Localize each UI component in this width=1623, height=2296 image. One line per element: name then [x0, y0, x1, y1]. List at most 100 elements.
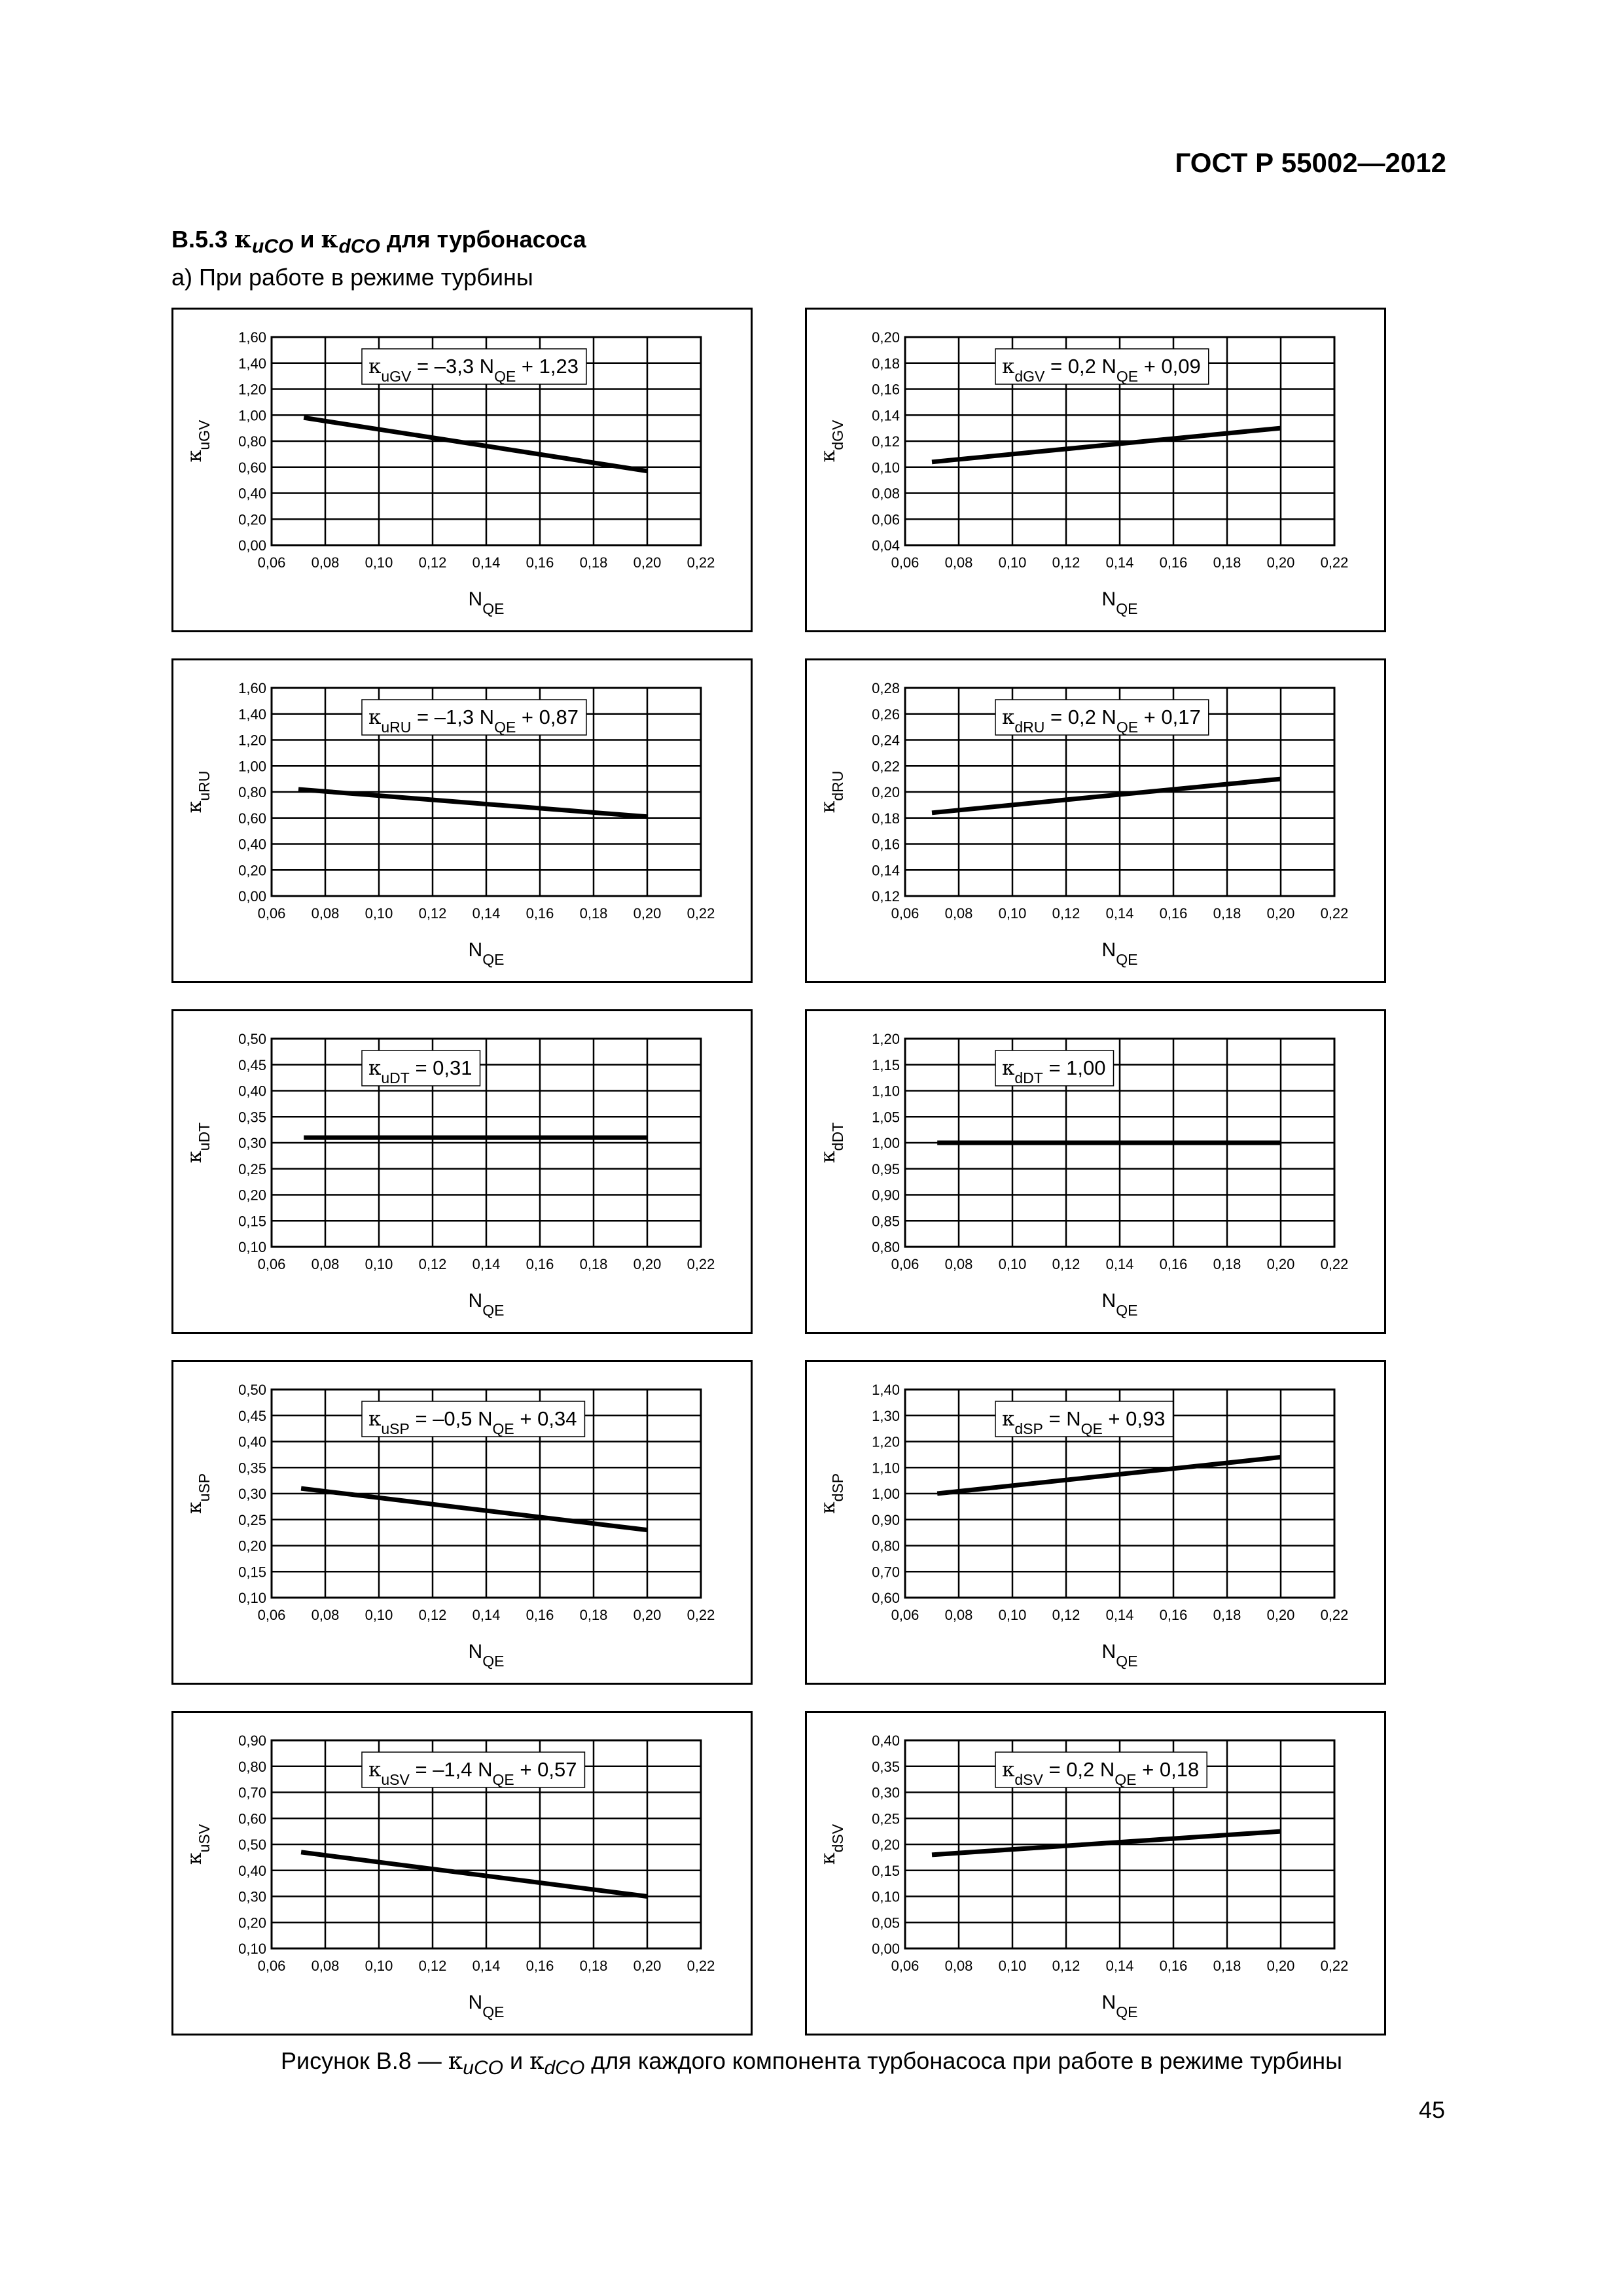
- x-tick-label: 0,14: [473, 1958, 501, 1974]
- y-tick-label: 0,22: [872, 758, 900, 774]
- plot-frame: [270, 687, 702, 897]
- y-tick-label: 1,60: [238, 680, 266, 696]
- y-tick-label: 0,16: [872, 382, 900, 398]
- x-axis-label: NQE: [469, 1641, 505, 1670]
- x-tick-label: 0,06: [258, 1958, 286, 1974]
- y-tick-label: 1,05: [872, 1109, 900, 1125]
- y-axis-label: κuGV: [183, 420, 213, 462]
- x-tick-label: 0,18: [580, 554, 608, 571]
- y-axis-label: κdGV: [817, 420, 846, 462]
- y-tick-label: 0,00: [872, 1941, 900, 1957]
- y-tick-label: 0,60: [238, 459, 266, 476]
- y-tick-label: 0,85: [872, 1213, 900, 1229]
- x-axis-label: NQE: [469, 1992, 505, 2020]
- y-tick-label: 0,60: [872, 1590, 900, 1606]
- y-tick-label: 0,80: [238, 784, 266, 800]
- x-axis-label: NQE: [469, 939, 505, 968]
- page-number: 45: [1418, 2096, 1445, 2123]
- chart-udt: 0,06 0,08 0,10 0,12 0,14 0,16 0,18 0,20 0,22 0,10…: [183, 1031, 715, 1319]
- x-tick-label: 0,10: [365, 1607, 393, 1623]
- x-tick-label: 0,06: [891, 1958, 919, 1974]
- y-tick-label: 0,50: [238, 1031, 266, 1047]
- y-tick-label: 0,40: [872, 1732, 900, 1749]
- y-tick-label: 0,60: [238, 1810, 266, 1827]
- x-tick-label: 0,20: [1267, 1958, 1295, 1974]
- x-tick-label: 0,06: [258, 1256, 286, 1272]
- x-tick-label: 0,14: [1106, 1607, 1134, 1623]
- y-axis-label: κdRU: [817, 771, 846, 814]
- chart-panel-usv: 0,06 0,08 0,10 0,12 0,14 0,16 0,18 0,20 0,22 0,10…: [171, 1711, 753, 2036]
- equation-text: κuGV = –3,3 NQE + 1,23: [368, 355, 579, 385]
- y-axis-label: κuSV: [183, 1823, 213, 1865]
- y-tick-label: 0,80: [872, 1239, 900, 1255]
- x-tick-label: 0,22: [1321, 554, 1349, 571]
- y-tick-label: 1,60: [238, 329, 266, 346]
- equation-box: [361, 699, 587, 736]
- x-tick-label: 0,18: [1213, 1256, 1241, 1272]
- equation-text: κuRU = –1,3 NQE + 0,87: [368, 706, 579, 736]
- y-tick-label: 0,06: [872, 511, 900, 528]
- plot-frame: [904, 1037, 1336, 1248]
- x-tick-label: 0,16: [526, 1256, 554, 1272]
- figure-caption: Рисунок В.8 — κuCO и κdCO для каждого ко…: [0, 2047, 1623, 2079]
- y-tick-label: 0,14: [872, 862, 900, 878]
- x-tick-label: 0,06: [891, 1607, 919, 1623]
- equation-label: κuRU = –1,3 NQE + 0,87: [361, 699, 587, 736]
- x-tick-label: 0,16: [526, 1607, 554, 1623]
- chart-panel-ddt: 0,06 0,08 0,10 0,12 0,14 0,16 0,18 0,20 0,22 0,80…: [805, 1009, 1386, 1334]
- plot-frame: [270, 1037, 702, 1248]
- y-tick-label: 0,50: [238, 1382, 266, 1398]
- y-tick-label: 0,35: [238, 1460, 266, 1476]
- x-tick-label: 0,18: [580, 1958, 608, 1974]
- x-tick-label: 0,06: [891, 554, 919, 571]
- y-tick-label: 0,10: [238, 1941, 266, 1957]
- y-tick-label: 0,20: [872, 329, 900, 346]
- chart-dsp: 0,06 0,08 0,10 0,12 0,14 0,16 0,18 0,20 0,22 0,60…: [817, 1382, 1348, 1670]
- equation-label: κdSV = 0,2 NQE + 0,18: [995, 1751, 1207, 1788]
- chart-dru: 0,06 0,08 0,10 0,12 0,14 0,16 0,18 0,20 0,22 0,12…: [817, 680, 1348, 968]
- equation-label: κdDT = 1,00: [995, 1050, 1115, 1086]
- y-tick-label: 0,20: [238, 1538, 266, 1554]
- equation-text: κdSV = 0,2 NQE + 0,18: [1002, 1758, 1199, 1788]
- series-line: [298, 787, 648, 819]
- series-line: [931, 425, 1281, 465]
- y-tick-label: 1,20: [872, 1031, 900, 1047]
- x-tick-label: 0,06: [891, 1256, 919, 1272]
- x-tick-label: 0,08: [945, 554, 973, 571]
- chart-panel-dru: 0,06 0,08 0,10 0,12 0,14 0,16 0,18 0,20 0,22 0,12…: [805, 658, 1386, 983]
- equation-box: [995, 1050, 1115, 1086]
- caption-prefix: Рисунок В.8 —: [280, 2047, 448, 2074]
- x-tick-label: 0,22: [687, 905, 715, 922]
- x-axis-label: NQE: [1102, 939, 1138, 968]
- kappa-subscript: dCO: [544, 2057, 585, 2079]
- kappa-symbol: κ: [448, 2048, 463, 2075]
- x-tick-label: 0,12: [419, 905, 447, 922]
- x-tick-label: 0,14: [473, 1607, 501, 1623]
- x-tick-label: 0,22: [687, 1607, 715, 1623]
- chart-panel-uru: 0,06 0,08 0,10 0,12 0,14 0,16 0,18 0,20 0,22 0,00…: [171, 658, 753, 983]
- x-tick-label: 0,12: [419, 554, 447, 571]
- y-tick-label: 0,70: [238, 1785, 266, 1801]
- plot-frame: [270, 1388, 702, 1599]
- x-tick-label: 0,22: [687, 1256, 715, 1272]
- x-tick-label: 0,14: [473, 1256, 501, 1272]
- equation-text: κuSV = –1,4 NQE + 0,57: [368, 1758, 577, 1788]
- y-tick-label: 0,05: [872, 1914, 900, 1931]
- y-tick-label: 1,40: [238, 706, 266, 723]
- x-tick-label: 0,20: [633, 905, 662, 922]
- x-tick-label: 0,18: [1213, 1607, 1241, 1623]
- x-tick-label: 0,20: [1267, 1607, 1295, 1623]
- x-axis-label: NQE: [1102, 588, 1138, 617]
- x-tick-label: 0,20: [633, 1958, 662, 1974]
- chart-usv: 0,06 0,08 0,10 0,12 0,14 0,16 0,18 0,20 0,22 0,10…: [183, 1732, 715, 2020]
- x-tick-label: 0,12: [1052, 1958, 1080, 1974]
- y-tick-label: 0,20: [238, 862, 266, 878]
- x-tick-label: 0,20: [633, 1607, 662, 1623]
- x-tick-label: 0,18: [580, 1607, 608, 1623]
- chart-panel-dgv: 0,06 0,08 0,10 0,12 0,14 0,16 0,18 0,20 0,22 0,04…: [805, 308, 1386, 632]
- x-tick-label: 0,10: [365, 554, 393, 571]
- section-title: В.5.3 κuCO и κdCO для турбонасоса: [171, 226, 586, 258]
- x-tick-label: 0,12: [1052, 1607, 1080, 1623]
- y-tick-label: 0,18: [872, 355, 900, 372]
- y-tick-label: 0,08: [872, 486, 900, 502]
